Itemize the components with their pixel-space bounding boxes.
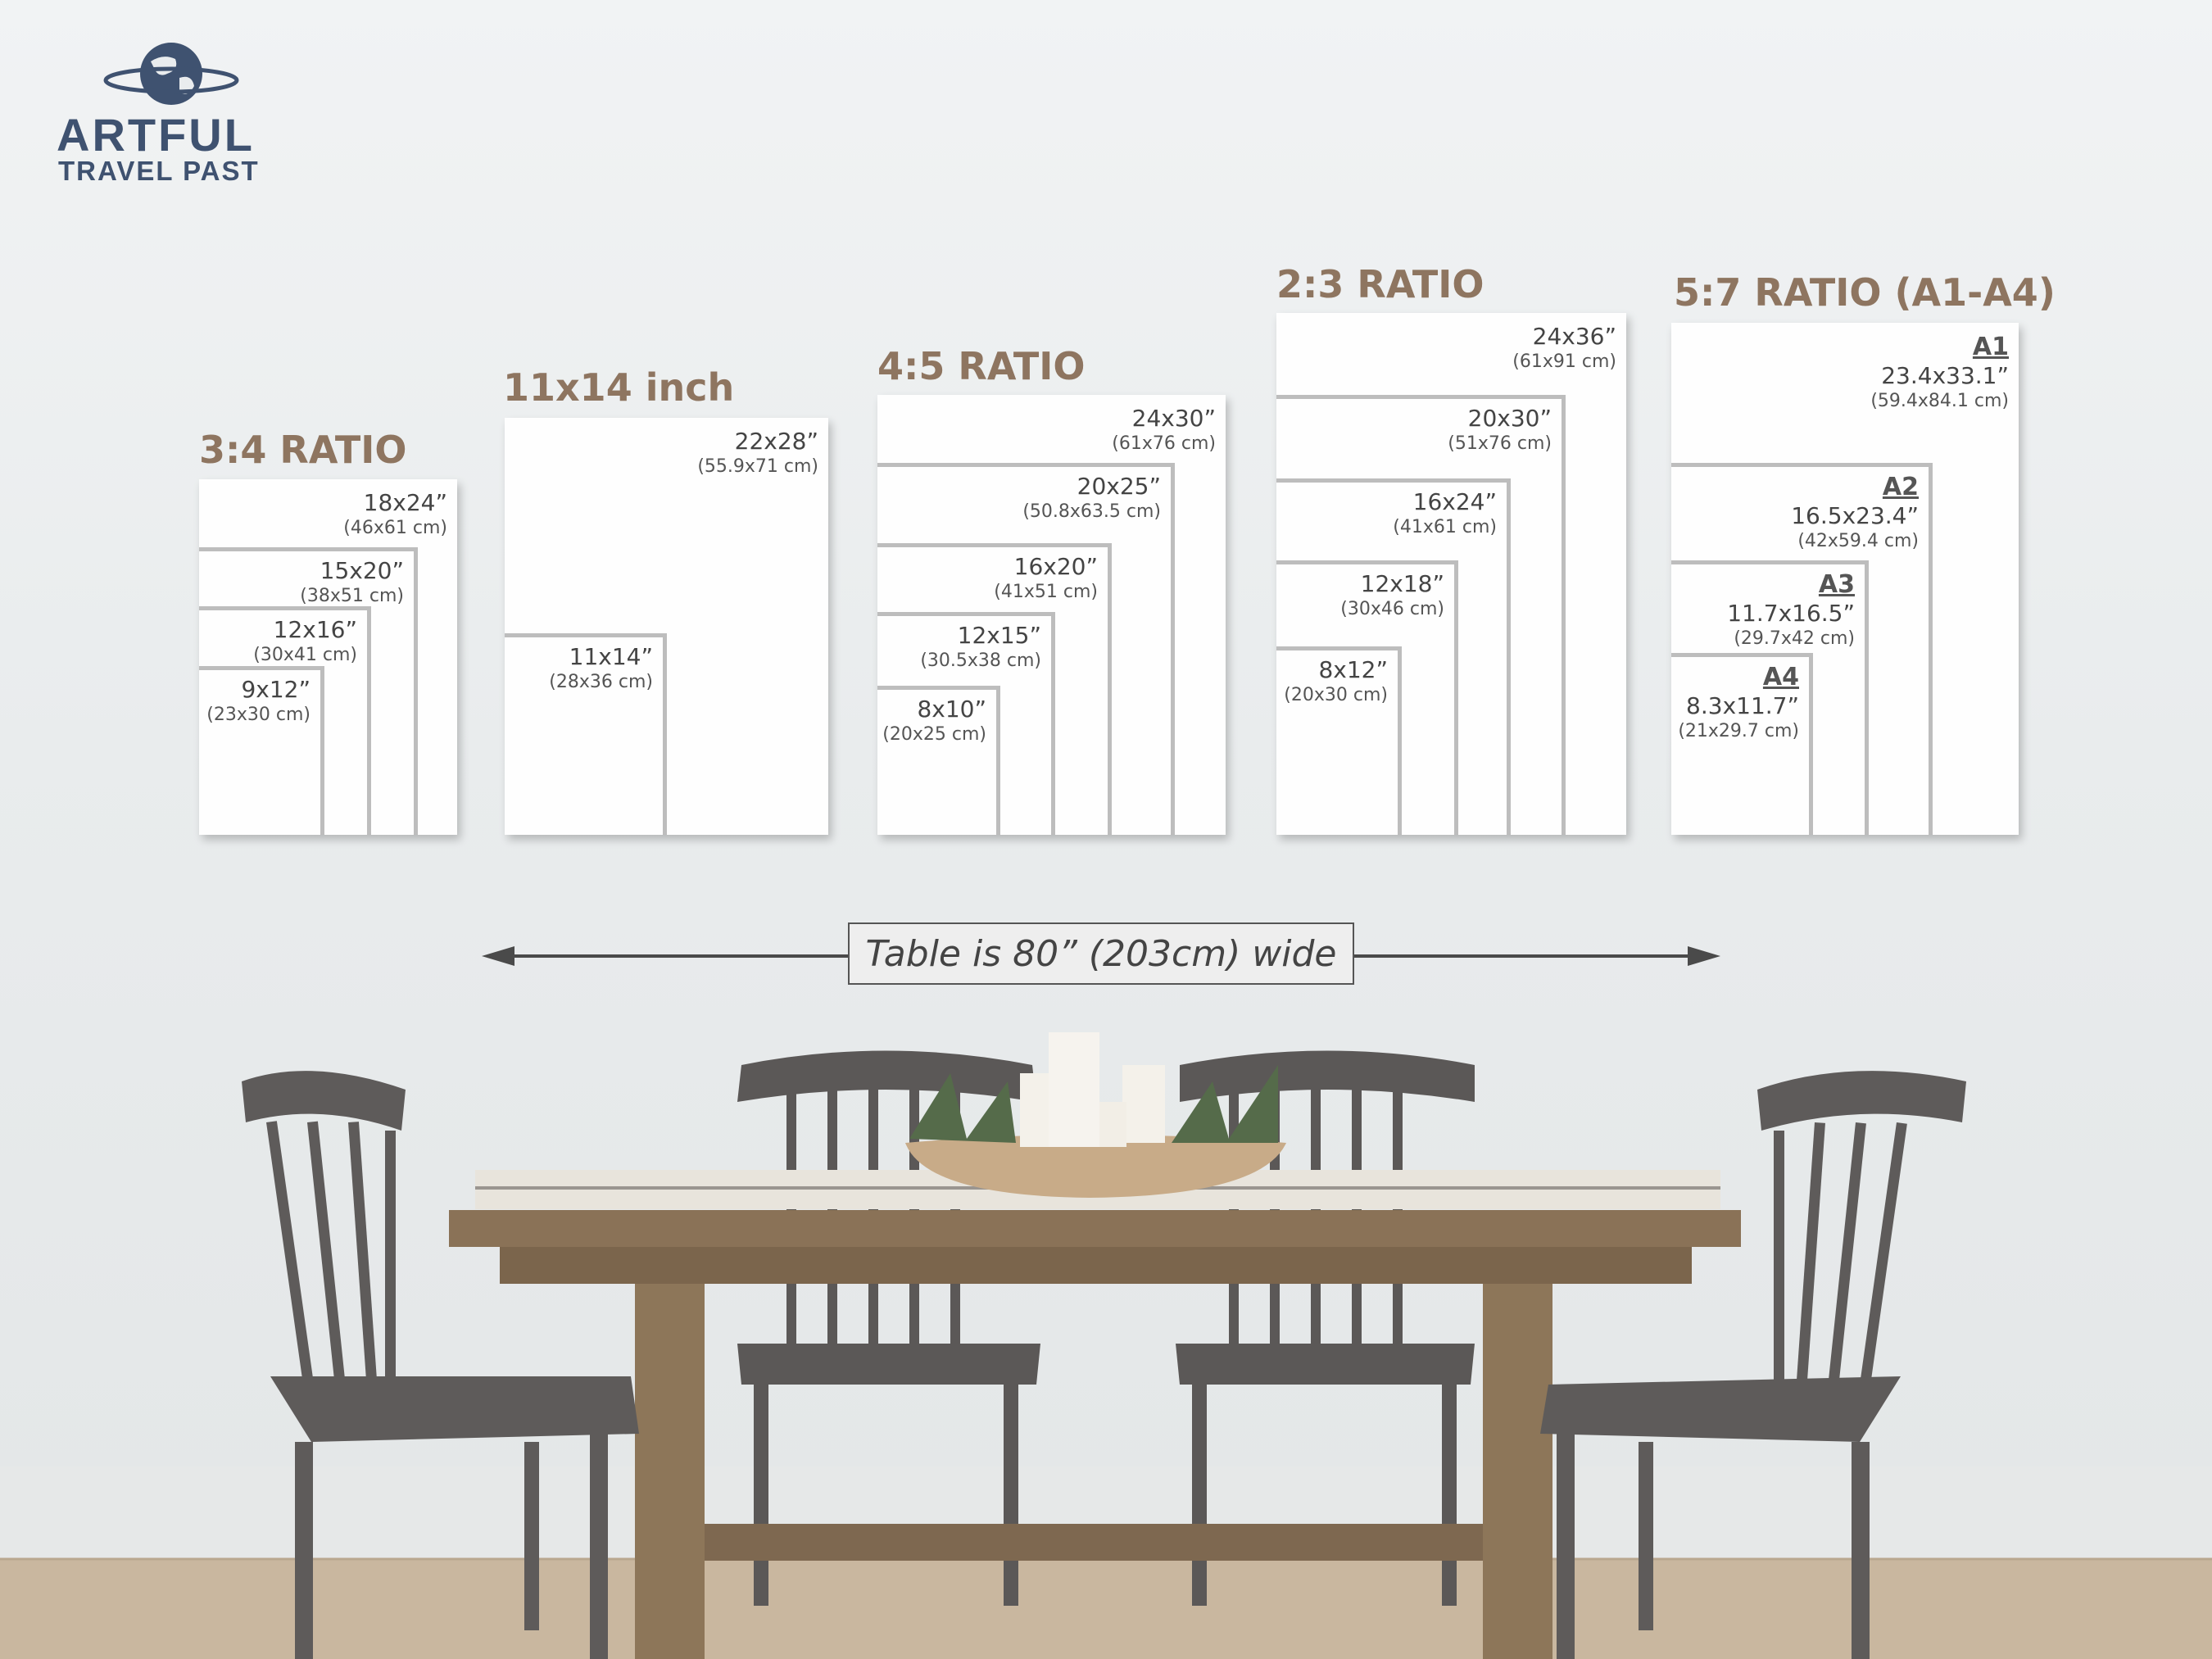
size-cm: (41x61 cm) [1393, 517, 1497, 537]
size-cm: (30x46 cm) [1340, 599, 1444, 619]
size-cm: (46x61 cm) [343, 518, 447, 538]
size-label: A1 23.4x33.1” (59.4x84.1 cm) [1870, 333, 2009, 413]
paper-name: A1 [1972, 333, 2009, 361]
size-cm: (38x51 cm) [300, 586, 404, 606]
globe-icon [103, 43, 239, 105]
size-inches: 8x10” [917, 696, 986, 723]
size-label: 11x14” (28x36 cm) [549, 643, 653, 694]
size-label: 12x18” (30x46 cm) [1340, 570, 1444, 621]
group-title: 11x14 inch [503, 365, 735, 410]
size-label: 18x24” (46x61 cm) [343, 489, 447, 540]
candle-centerpiece [905, 1032, 1286, 1198]
size-cm: (20x30 cm) [1284, 685, 1388, 705]
group-title: 2:3 RATIO [1276, 262, 1484, 306]
print-size-outline [199, 666, 324, 835]
size-inches: 9x12” [241, 676, 310, 703]
size-label: 8x10” (20x25 cm) [882, 696, 986, 746]
size-label: 16x24” (41x61 cm) [1393, 488, 1497, 539]
size-label: 9x12” (23x30 cm) [206, 676, 310, 727]
size-inches: 8.3x11.7” [1686, 692, 1799, 719]
chair-front-left [242, 1071, 639, 1659]
group-title: 5:7 RATIO (A1-A4) [1674, 270, 2056, 315]
brand-name: ARTFUL [57, 109, 255, 161]
size-inches: 11x14” [569, 643, 653, 670]
chair-front-right [1540, 1071, 1966, 1659]
size-inches: 24x30” [1131, 405, 1216, 432]
group-title: 4:5 RATIO [877, 344, 1086, 388]
paper-name: A2 [1882, 473, 1919, 501]
size-inches: 8x12” [1318, 656, 1388, 683]
group-title: 3:4 RATIO [199, 428, 407, 472]
size-label: A3 11.7x16.5” (29.7x42 cm) [1727, 570, 1855, 650]
size-inches: 23.4x33.1” [1881, 362, 2009, 389]
size-label: 12x16” (30x41 cm) [253, 616, 357, 667]
paper-name: A4 [1762, 663, 1799, 691]
print-size-outline [1276, 646, 1402, 835]
size-inches: 16x20” [1013, 553, 1098, 580]
size-inches: 20x25” [1077, 473, 1161, 500]
size-inches: 12x18” [1360, 570, 1444, 597]
size-inches: 12x16” [273, 616, 357, 643]
size-cm: (23x30 cm) [206, 705, 310, 725]
size-cm: (30x41 cm) [253, 645, 357, 665]
print-size-outline [1671, 653, 1813, 835]
size-inches: 22x28” [734, 428, 818, 455]
size-cm: (59.4x84.1 cm) [1870, 391, 2009, 411]
size-cm: (50.8x63.5 cm) [1022, 501, 1161, 522]
size-inches: 16.5x23.4” [1791, 502, 1919, 529]
size-cm: (42x59.4 cm) [1797, 531, 1919, 551]
size-label: 20x30” (51x76 cm) [1448, 405, 1552, 456]
print-size-outline [505, 633, 667, 835]
size-label: 22x28” (55.9x71 cm) [697, 428, 818, 478]
table-width-note: Table is 80” (203cm) wide [848, 922, 1354, 985]
size-label: 20x25” (50.8x63.5 cm) [1022, 473, 1161, 524]
size-label: A2 16.5x23.4” (42x59.4 cm) [1791, 473, 1919, 553]
size-cm: (61x76 cm) [1112, 433, 1216, 454]
size-cm: (41x51 cm) [994, 582, 1098, 602]
size-inches: 16x24” [1412, 488, 1497, 515]
size-cm: (29.7x42 cm) [1734, 628, 1855, 649]
size-cm: (28x36 cm) [549, 672, 653, 692]
size-inches: 24x36” [1532, 323, 1616, 350]
size-inches: 15x20” [320, 557, 404, 584]
wood-floor [0, 1559, 2212, 1659]
brand-tagline: TRAVEL PAST [58, 156, 260, 186]
size-cm: (55.9x71 cm) [697, 456, 818, 477]
size-cm: (21x29.7 cm) [1678, 721, 1799, 741]
size-label: 12x15” (30.5x38 cm) [920, 622, 1041, 673]
size-inches: 12x15” [957, 622, 1041, 649]
size-cm: (20x25 cm) [882, 724, 986, 745]
size-label: 16x20” (41x51 cm) [994, 553, 1098, 604]
size-inches: 18x24” [363, 489, 447, 516]
size-inches: 11.7x16.5” [1727, 600, 1855, 627]
size-cm: (30.5x38 cm) [920, 650, 1041, 671]
size-label: A4 8.3x11.7” (21x29.7 cm) [1678, 663, 1799, 743]
print-size-outline [877, 686, 1000, 835]
size-label: 24x30” (61x76 cm) [1112, 405, 1216, 456]
arrow-right-icon [1688, 946, 1720, 966]
size-label: 24x36” (61x91 cm) [1512, 323, 1616, 374]
brand-logo: ARTFUL TRAVEL PAST [57, 41, 294, 188]
dining-table [449, 1170, 1741, 1659]
size-cm: (51x76 cm) [1448, 433, 1552, 454]
size-label: 15x20” (38x51 cm) [300, 557, 404, 608]
paper-name: A3 [1818, 570, 1855, 599]
size-inches: 20x30” [1467, 405, 1552, 432]
size-cm: (61x91 cm) [1512, 351, 1616, 372]
size-label: 8x12” (20x30 cm) [1284, 656, 1388, 707]
